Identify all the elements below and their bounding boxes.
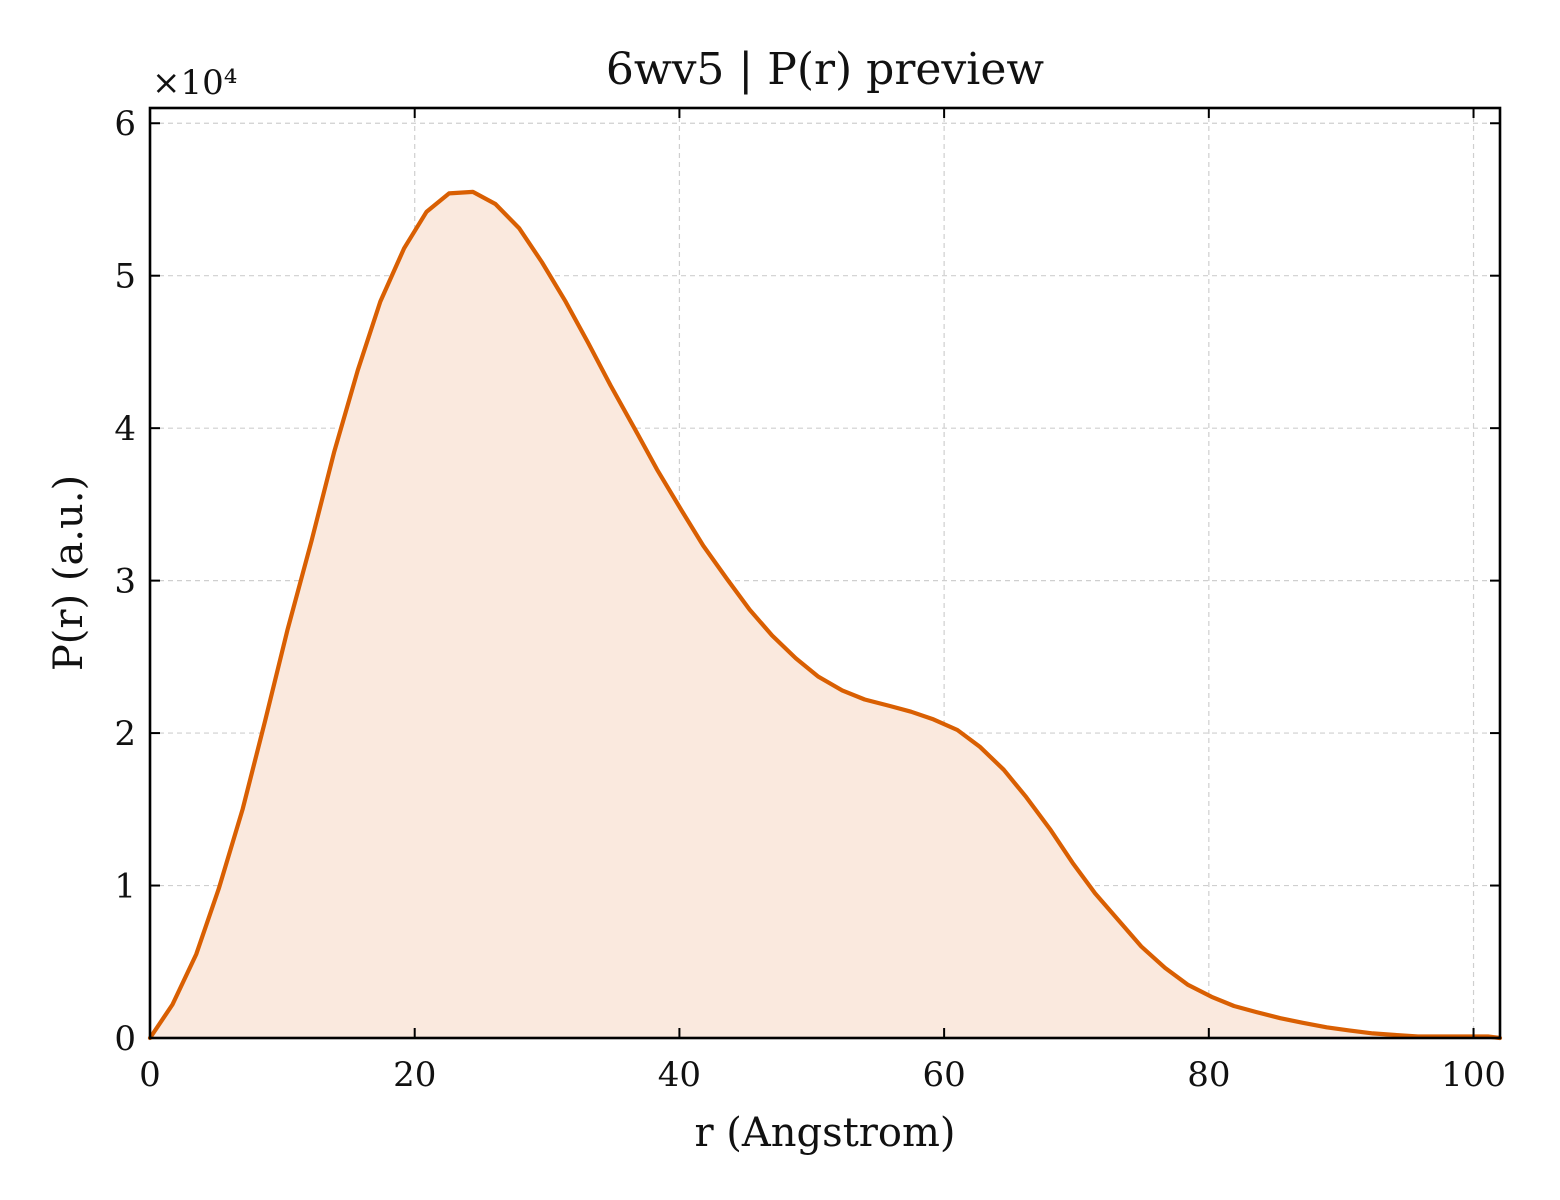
x-axis-label: r (Angstrom) [694, 1110, 955, 1156]
x-tick-label: 100 [1441, 1055, 1506, 1095]
y-tick-label: 0 [114, 1019, 136, 1059]
x-tick-label: 80 [1187, 1055, 1230, 1095]
area-fill [150, 191, 1500, 1038]
x-tick-label: 0 [139, 1055, 161, 1095]
y-tick-label: 5 [114, 257, 136, 297]
y-tick-label: 3 [114, 562, 136, 602]
x-tick-label: 40 [658, 1055, 701, 1095]
y-axis-label: P(r) (a.u.) [46, 475, 92, 671]
y-tick-label: 6 [114, 104, 136, 144]
x-tick-label: 60 [922, 1055, 965, 1095]
y-multiplier-label: ×10⁴ [152, 63, 237, 103]
axis-ticks: 0 20 40 60 80 100 0 1 2 3 4 5 6 [114, 104, 1506, 1095]
y-tick-label: 4 [114, 409, 136, 449]
plot-frame [148, 106, 1502, 1040]
y-tick-label: 1 [114, 867, 136, 907]
y-tick-label: 2 [114, 714, 136, 754]
chart-title: 6wv5 | P(r) preview [606, 44, 1044, 95]
x-tick-label: 20 [393, 1055, 436, 1095]
series-line [147, 189, 1503, 1041]
